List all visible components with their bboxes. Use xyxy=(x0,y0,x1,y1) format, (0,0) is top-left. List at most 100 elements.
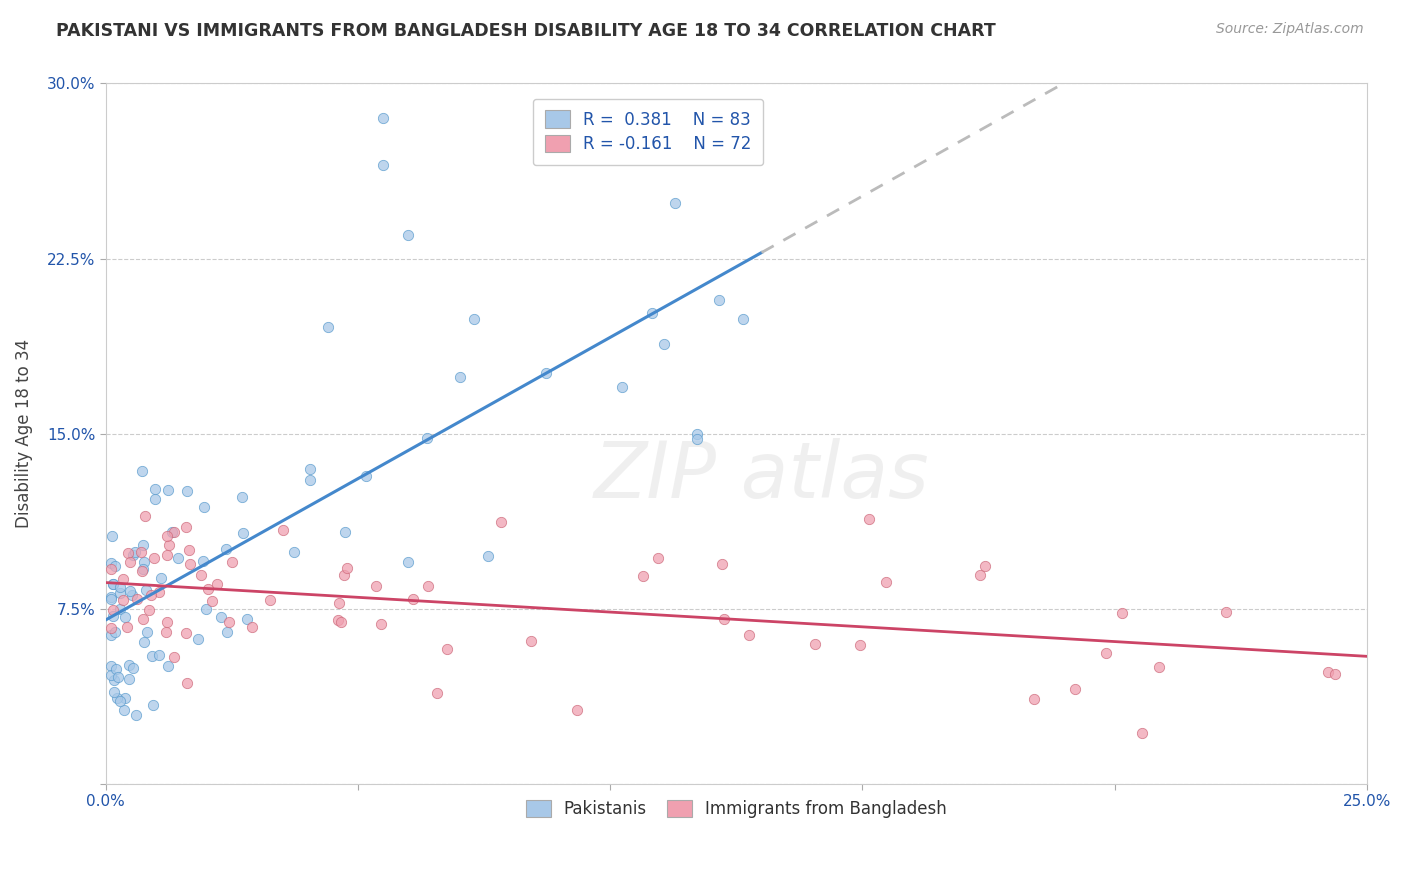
Point xyxy=(398,228,420,243)
Point xyxy=(156,529,179,543)
Point xyxy=(194,602,217,616)
Point xyxy=(218,615,240,629)
Point xyxy=(333,567,356,582)
Point xyxy=(176,676,198,690)
Point xyxy=(176,484,198,499)
Point xyxy=(103,673,125,688)
Point xyxy=(477,549,499,563)
Point xyxy=(401,591,423,606)
Point xyxy=(132,555,155,569)
Point xyxy=(463,312,485,326)
Point xyxy=(139,587,162,601)
Point xyxy=(132,635,155,649)
Point xyxy=(610,380,633,394)
Point xyxy=(259,592,281,607)
Point xyxy=(858,512,880,526)
Point xyxy=(201,594,224,608)
Point xyxy=(111,572,134,586)
Point xyxy=(520,634,543,648)
Point xyxy=(129,545,152,559)
Point xyxy=(236,612,259,626)
Point xyxy=(647,551,669,566)
Point xyxy=(142,698,165,712)
Point xyxy=(1215,606,1237,620)
Point xyxy=(141,648,163,663)
Point xyxy=(193,500,215,515)
Point xyxy=(131,611,153,625)
Point xyxy=(100,668,122,682)
Point xyxy=(131,538,153,552)
Point xyxy=(107,670,129,684)
Point xyxy=(231,491,253,505)
Point xyxy=(155,625,177,640)
Point xyxy=(108,580,131,594)
Point xyxy=(686,432,709,446)
Point xyxy=(354,469,377,483)
Point xyxy=(163,649,186,664)
Point xyxy=(100,658,122,673)
Point xyxy=(112,593,135,607)
Point xyxy=(145,482,167,496)
Point xyxy=(176,520,198,534)
Point xyxy=(124,545,146,559)
Point xyxy=(336,561,359,575)
Point xyxy=(187,632,209,647)
Point xyxy=(205,577,228,591)
Point xyxy=(664,196,686,211)
Text: ZIP atlas: ZIP atlas xyxy=(593,438,929,514)
Point xyxy=(174,625,197,640)
Point xyxy=(104,624,127,639)
Point xyxy=(191,553,214,567)
Point xyxy=(108,586,131,600)
Point xyxy=(333,525,356,540)
Point xyxy=(118,672,141,686)
Point xyxy=(117,657,139,672)
Point xyxy=(652,336,675,351)
Point xyxy=(299,473,322,487)
Point xyxy=(713,612,735,626)
Point xyxy=(122,548,145,562)
Point xyxy=(103,603,125,617)
Text: Source: ZipAtlas.com: Source: ZipAtlas.com xyxy=(1216,22,1364,37)
Point xyxy=(148,584,170,599)
Point xyxy=(738,628,761,642)
Point xyxy=(373,158,395,172)
Point xyxy=(731,311,754,326)
Point xyxy=(707,293,730,307)
Text: PAKISTANI VS IMMIGRANTS FROM BANGLADESH DISABILITY AGE 18 TO 34 CORRELATION CHAR: PAKISTANI VS IMMIGRANTS FROM BANGLADESH … xyxy=(56,22,995,40)
Point xyxy=(179,557,201,571)
Point xyxy=(489,516,512,530)
Point xyxy=(162,524,184,539)
Point xyxy=(117,546,139,560)
Point xyxy=(159,538,181,552)
Point xyxy=(136,625,159,640)
Point xyxy=(641,306,664,320)
Point xyxy=(122,660,145,674)
Point xyxy=(240,620,263,634)
Point xyxy=(167,551,190,566)
Point xyxy=(366,579,388,593)
Point xyxy=(1022,691,1045,706)
Point xyxy=(138,603,160,617)
Point xyxy=(115,620,138,634)
Point xyxy=(100,561,122,575)
Point xyxy=(1323,667,1346,681)
Point xyxy=(436,642,458,657)
Point xyxy=(1130,726,1153,740)
Point xyxy=(370,616,392,631)
Point xyxy=(112,703,135,717)
Point xyxy=(131,564,153,578)
Point xyxy=(114,609,136,624)
Point xyxy=(121,589,143,603)
Point xyxy=(101,529,124,543)
Point xyxy=(685,426,707,441)
Point xyxy=(100,622,122,636)
Point xyxy=(103,684,125,698)
Point xyxy=(803,637,825,651)
Point xyxy=(101,577,124,591)
Point xyxy=(120,584,142,599)
Point xyxy=(215,541,238,556)
Point xyxy=(132,562,155,576)
Point xyxy=(179,543,201,558)
Point xyxy=(283,545,305,559)
